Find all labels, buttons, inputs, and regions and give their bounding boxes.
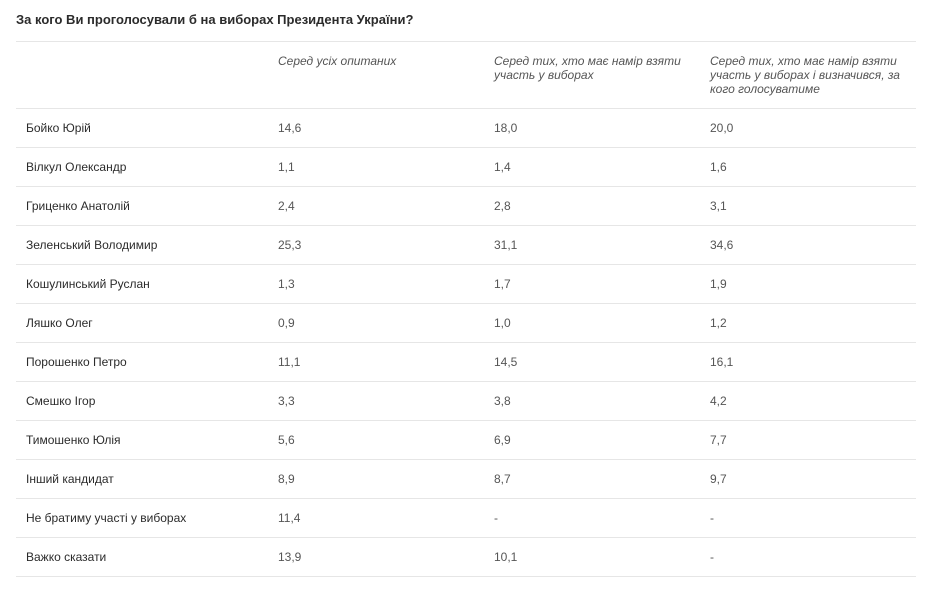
cell-value: 1,4 (484, 148, 700, 187)
cell-value: 1,7 (484, 265, 700, 304)
cell-value: 3,8 (484, 382, 700, 421)
candidate-name: Гриценко Анатолій (16, 187, 268, 226)
cell-value: - (484, 499, 700, 538)
cell-value: 20,0 (700, 109, 916, 148)
candidate-name: Зеленський Володимир (16, 226, 268, 265)
cell-value: 1,3 (268, 265, 484, 304)
candidate-name: Інший кандидат (16, 460, 268, 499)
col-header-empty (16, 42, 268, 109)
candidate-name: Ляшко Олег (16, 304, 268, 343)
cell-value: 3,1 (700, 187, 916, 226)
cell-value: 2,4 (268, 187, 484, 226)
cell-value: 1,6 (700, 148, 916, 187)
cell-value: 2,8 (484, 187, 700, 226)
table-row: Бойко Юрій 14,6 18,0 20,0 (16, 109, 916, 148)
cell-value: 11,1 (268, 343, 484, 382)
col-header-intend: Серед тих, хто має намір взяти участь у … (484, 42, 700, 109)
candidate-name: Смешко Ігор (16, 382, 268, 421)
cell-value: 16,1 (700, 343, 916, 382)
table-row: Зеленський Володимир 25,3 31,1 34,6 (16, 226, 916, 265)
candidate-name: Порошенко Петро (16, 343, 268, 382)
table-row: Ляшко Олег 0,9 1,0 1,2 (16, 304, 916, 343)
cell-value: 11,4 (268, 499, 484, 538)
poll-results-table: Серед усіх опитаних Серед тих, хто має н… (16, 41, 916, 577)
cell-value: 34,6 (700, 226, 916, 265)
cell-value: 1,2 (700, 304, 916, 343)
col-header-all: Серед усіх опитаних (268, 42, 484, 109)
table-row: Інший кандидат 8,9 8,7 9,7 (16, 460, 916, 499)
cell-value: 14,5 (484, 343, 700, 382)
candidate-name: Кошулинський Руслан (16, 265, 268, 304)
cell-value: 9,7 (700, 460, 916, 499)
cell-value: 14,6 (268, 109, 484, 148)
table-row: Гриценко Анатолій 2,4 2,8 3,1 (16, 187, 916, 226)
table-row: Порошенко Петро 11,1 14,5 16,1 (16, 343, 916, 382)
cell-value: 13,9 (268, 538, 484, 577)
table-row: Не братиму участі у виборах 11,4 - - (16, 499, 916, 538)
cell-value: 0,9 (268, 304, 484, 343)
cell-value: 5,6 (268, 421, 484, 460)
candidate-name: Не братиму участі у виборах (16, 499, 268, 538)
cell-value: 3,3 (268, 382, 484, 421)
cell-value: 1,0 (484, 304, 700, 343)
candidate-name: Тимошенко Юлія (16, 421, 268, 460)
cell-value: 18,0 (484, 109, 700, 148)
cell-value: 7,7 (700, 421, 916, 460)
cell-value: 10,1 (484, 538, 700, 577)
table-row: Важко сказати 13,9 10,1 - (16, 538, 916, 577)
cell-value: 4,2 (700, 382, 916, 421)
cell-value: 8,7 (484, 460, 700, 499)
cell-value: 1,1 (268, 148, 484, 187)
cell-value: - (700, 499, 916, 538)
table-body: Бойко Юрій 14,6 18,0 20,0 Вілкул Олексан… (16, 109, 916, 577)
cell-value: 25,3 (268, 226, 484, 265)
candidate-name: Важко сказати (16, 538, 268, 577)
cell-value: 31,1 (484, 226, 700, 265)
cell-value: 6,9 (484, 421, 700, 460)
cell-value: - (700, 538, 916, 577)
table-row: Вілкул Олександр 1,1 1,4 1,6 (16, 148, 916, 187)
candidate-name: Бойко Юрій (16, 109, 268, 148)
cell-value: 8,9 (268, 460, 484, 499)
col-header-decided: Серед тих, хто має намір взяти участь у … (700, 42, 916, 109)
table-row: Тимошенко Юлія 5,6 6,9 7,7 (16, 421, 916, 460)
candidate-name: Вілкул Олександр (16, 148, 268, 187)
table-row: Кошулинський Руслан 1,3 1,7 1,9 (16, 265, 916, 304)
poll-question-title: За кого Ви проголосували б на виборах Пр… (16, 12, 916, 27)
table-row: Смешко Ігор 3,3 3,8 4,2 (16, 382, 916, 421)
cell-value: 1,9 (700, 265, 916, 304)
table-header-row: Серед усіх опитаних Серед тих, хто має н… (16, 42, 916, 109)
